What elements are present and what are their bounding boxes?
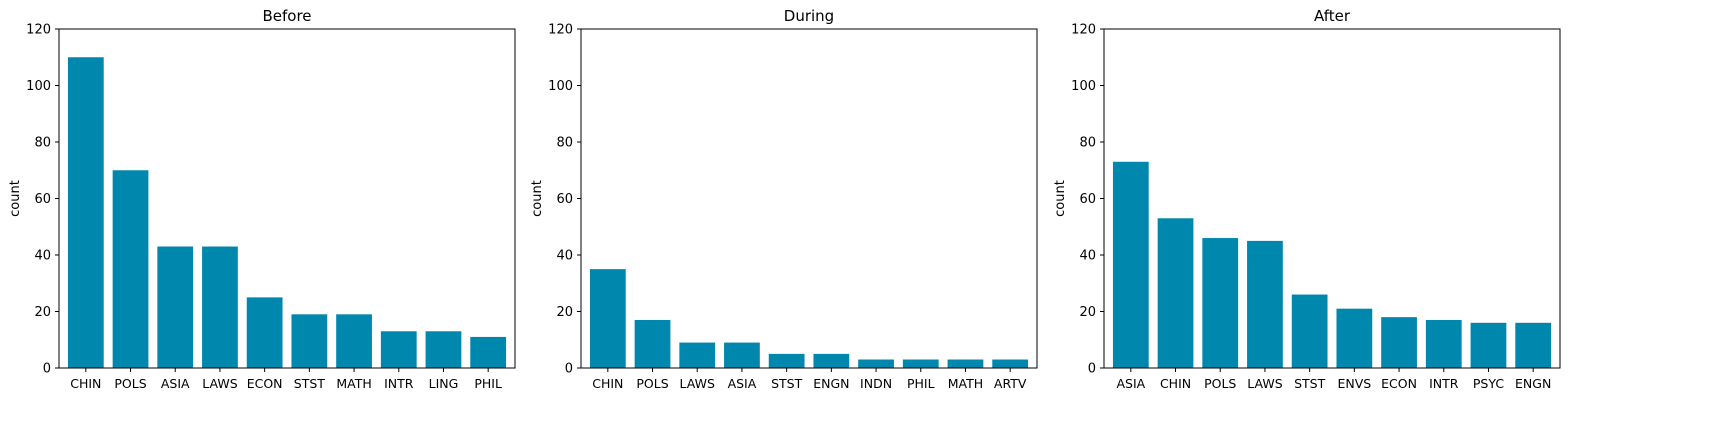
bar-ling	[425, 331, 462, 368]
bar-laws	[202, 246, 238, 368]
y-tick-label: 60	[556, 192, 573, 207]
x-tick-label: STST	[294, 376, 326, 391]
x-tick-label: LAWS	[202, 376, 237, 391]
x-tick-label: INDN	[860, 376, 892, 391]
x-tick-label: ENGN	[1515, 376, 1551, 391]
y-tick-label: 80	[1079, 136, 1096, 151]
x-tick-label: INTR	[1429, 376, 1459, 391]
x-tick-label: MATH	[336, 376, 371, 391]
chart-title: Before	[262, 7, 311, 25]
y-tick-label: 80	[556, 136, 573, 151]
x-tick-label: POLS	[114, 376, 146, 391]
bar-math	[336, 314, 372, 368]
bar-artv	[992, 359, 1029, 368]
bar-chin	[1157, 218, 1194, 368]
bar-pols	[634, 319, 671, 368]
x-tick-label: CHIN	[1160, 376, 1191, 391]
y-tick-label: 0	[43, 362, 51, 377]
y-tick-label: 20	[556, 305, 573, 320]
bar-asia	[724, 342, 760, 368]
y-tick-label: 0	[565, 362, 573, 377]
bar-chin	[589, 269, 626, 369]
chart-panel-1: 0 20 40 60 80 100 120 CHIN POLS LAWS ASIA STST ENGN I…	[530, 7, 1038, 391]
x-tick-label: PHIL	[474, 376, 502, 391]
x-tick-label: CHIN	[592, 376, 623, 391]
x-tick-label: MATH	[948, 376, 983, 391]
y-tick-label: 60	[1079, 192, 1096, 207]
bar-phil	[902, 359, 939, 368]
bar-phil	[470, 336, 507, 368]
bar-asia	[157, 246, 194, 368]
bar-intr	[380, 331, 417, 368]
bar-chin	[67, 57, 104, 368]
x-tick-label: PSYC	[1473, 376, 1504, 391]
bar-math	[947, 359, 984, 368]
y-tick-label: 80	[34, 136, 51, 151]
y-tick-label: 40	[1079, 249, 1096, 264]
bar-stst	[768, 353, 805, 369]
bar-asia	[1112, 161, 1149, 368]
bar-econ	[1381, 317, 1417, 368]
x-tick-label: INTR	[384, 376, 414, 391]
x-tick-label: LAWS	[680, 376, 715, 391]
chart-title: After	[1314, 7, 1351, 25]
y-tick-label: 120	[26, 23, 51, 38]
x-tick-label: ASIA	[728, 376, 757, 391]
axes-frame	[580, 28, 1038, 369]
y-axis-label: count	[8, 180, 23, 217]
bar-intr	[1425, 319, 1462, 368]
x-tick-label: ECON	[1381, 376, 1417, 391]
y-tick-label: 100	[1071, 79, 1096, 94]
x-tick-label: LING	[429, 376, 459, 391]
y-tick-label: 100	[548, 79, 573, 94]
x-tick-label: STST	[771, 376, 803, 391]
chart-panel-0: 0 20 40 60 80 100 120 CHIN POLS ASIA LAWS ECON STST M…	[8, 7, 516, 391]
y-tick-label: 0	[1088, 362, 1096, 377]
y-axis-label: count	[1053, 180, 1068, 217]
y-tick-label: 100	[26, 79, 51, 94]
x-tick-label: LAWS	[1247, 376, 1282, 391]
x-tick-label: ARTV	[994, 376, 1027, 391]
y-tick-label: 20	[34, 305, 51, 320]
y-tick-label: 40	[34, 249, 51, 264]
x-tick-label: ASIA	[1116, 376, 1145, 391]
y-tick-label: 120	[548, 23, 573, 38]
bar-econ	[246, 297, 283, 369]
bar-laws	[679, 342, 716, 368]
x-tick-label: STST	[1294, 376, 1326, 391]
x-tick-label: ASIA	[161, 376, 190, 391]
bar-pols	[1202, 238, 1239, 368]
bar-engn	[813, 353, 850, 369]
chart-title: During	[784, 7, 834, 25]
x-tick-label: POLS	[1204, 376, 1236, 391]
bar-stst	[1291, 294, 1328, 368]
bar-pols	[112, 170, 149, 368]
bar-laws	[1247, 240, 1283, 369]
bar-engn	[1515, 322, 1552, 368]
y-tick-label: 40	[556, 249, 573, 264]
bar-indn	[858, 359, 894, 368]
y-tick-label: 20	[1079, 305, 1096, 320]
bar-stst	[291, 314, 328, 368]
chart-panel-2: 0 20 40 60 80 100 120 ASIA CHIN POLS LAWS STST ENVS E…	[1053, 7, 1561, 391]
x-tick-label: ENVS	[1337, 376, 1371, 391]
y-tick-label: 60	[34, 192, 51, 207]
bar-envs	[1336, 308, 1373, 368]
y-tick-label: 120	[1071, 23, 1096, 38]
bar-psyc	[1470, 322, 1507, 368]
x-tick-label: CHIN	[70, 376, 101, 391]
y-axis-label: count	[530, 180, 545, 217]
x-tick-label: ENGN	[813, 376, 849, 391]
x-tick-label: PHIL	[907, 376, 935, 391]
x-tick-label: POLS	[636, 376, 668, 391]
x-tick-label: ECON	[247, 376, 283, 391]
